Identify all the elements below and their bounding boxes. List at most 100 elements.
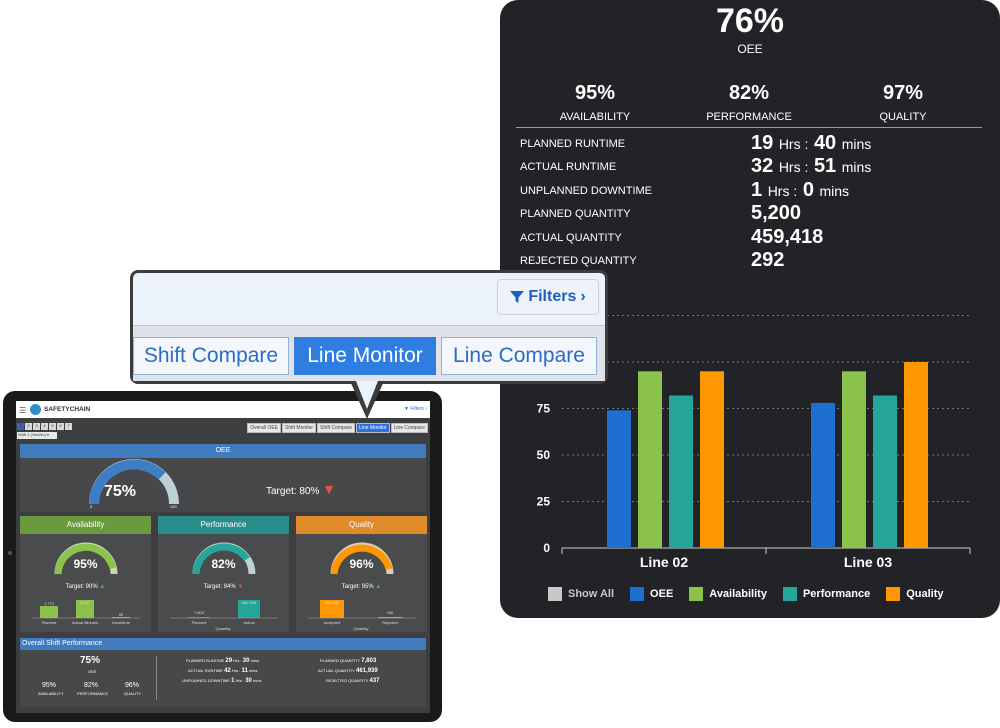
bar-performance-line-02[interactable] <box>669 395 693 548</box>
performance-bars <box>170 600 278 619</box>
shift-oee-value: 75% <box>80 655 101 666</box>
tab-line-monitor-large[interactable]: Line Monitor <box>294 337 436 375</box>
bar-oee-line-02[interactable] <box>607 410 631 548</box>
legend-item-performance[interactable]: Performance <box>782 586 870 602</box>
tab-shift-compare[interactable]: Shift Compare <box>317 423 356 433</box>
tab-line-monitor[interactable]: Line Monitor <box>356 423 390 433</box>
legend-item-availability[interactable]: Availability <box>689 586 767 602</box>
oee-gauge <box>89 459 179 505</box>
x-category-label: Line 02 <box>640 554 688 570</box>
bar-label: Rejected <box>382 620 398 625</box>
oee-gauge-value: 75% <box>104 483 137 500</box>
legend-item-show-all[interactable]: Show All <box>548 586 614 602</box>
menu-icon[interactable]: ☰ <box>19 406 27 415</box>
oee-value: 76% <box>715 2 785 40</box>
gauge-min: 0 <box>90 504 93 509</box>
up-arrow-icon: ▲ <box>99 584 106 590</box>
line-comparison-chart: 0 25 50 75 Line 02 Line 03 <box>537 315 971 570</box>
oee-target: Target: 80% ▼ <box>266 481 337 497</box>
shift-kpi-label: QUALITY <box>124 691 142 696</box>
pill[interactable]: 5 <box>49 423 56 430</box>
bar-value: 436 <box>386 610 394 615</box>
performance-gauge <box>192 542 256 575</box>
metric-value: 19 Hrs : 40 mins <box>751 132 872 154</box>
quality-card: Quality 96% Target: 95% ▲ 161,939 436 Ac… <box>296 516 427 632</box>
metric-value: 459,418 <box>751 226 824 248</box>
card-value: 95% <box>73 557 98 571</box>
shift-dropdown[interactable]: Shift 1 (Yes/No) ▾ <box>17 432 57 439</box>
metric-label: PLANNED RUNTIME <box>520 138 626 150</box>
pill[interactable]: 7 <box>65 423 72 430</box>
availability-gauge <box>54 542 118 575</box>
performance-label: PERFORMANCE <box>706 111 792 123</box>
bar-availability-line-03[interactable] <box>842 371 866 548</box>
metric-label: REJECTED QUANTITY <box>520 255 637 267</box>
bar-availability-line-02[interactable] <box>638 371 662 548</box>
legend-item-quality[interactable]: Quality <box>886 586 944 602</box>
bar-quality-line-03[interactable] <box>904 362 928 548</box>
x-category-label: Line 03 <box>844 554 892 570</box>
card-value: 96% <box>349 557 374 571</box>
quality-value: 97% <box>882 82 924 104</box>
shift-kpi-value: 82% <box>84 682 99 689</box>
shift-section: 75% OEE 95% AVAILABILITY 82% PERFORMANCE… <box>20 650 426 707</box>
metric-value: 5,200 <box>751 202 802 224</box>
y-tick-label: 25 <box>537 495 551 509</box>
bar-value: 7,803 <box>193 610 204 615</box>
shift-metric: ACTUAL RUNTIME 42 Hrs : 11 mins <box>188 668 258 674</box>
metric-value: 292 <box>751 249 785 271</box>
legend-swatch <box>689 587 704 601</box>
down-arrow-icon: ▼ <box>322 481 337 497</box>
gauge-max: 100 <box>170 504 177 509</box>
oee-label: OEE <box>737 42 763 56</box>
quality-label: QUALITY <box>879 111 927 123</box>
metric-value: 1 Hrs : 0 mins <box>751 179 850 201</box>
metric-label: ACTUAL QUANTITY <box>520 232 622 244</box>
pill[interactable]: 2 <box>25 423 32 430</box>
availability-value: 95% <box>574 82 616 104</box>
card-value: 82% <box>211 557 236 571</box>
card-title: Quality <box>296 516 427 534</box>
performance-card: Performance 82% Target: 94% ▼ 7,803 461,… <box>158 516 289 632</box>
chart-legend: Show All OEE Availability Performance Qu… <box>548 586 960 602</box>
y-tick-label: 75 <box>537 402 551 416</box>
bar-oee-line-03[interactable] <box>811 402 835 548</box>
bar-performance-line-03[interactable] <box>873 395 897 548</box>
bar-quality-line-02[interactable] <box>700 371 724 548</box>
tab-shift-compare-large[interactable]: Shift Compare <box>133 337 289 375</box>
card-target: Target: 94% ▼ <box>203 584 244 590</box>
legend-swatch <box>548 587 562 601</box>
pill[interactable]: 6 <box>57 423 64 430</box>
filters-button-small[interactable]: ▼ Filters › <box>403 406 427 412</box>
shift-kpi-label: PERFORMANCE <box>77 691 109 696</box>
filters-button[interactable]: Filters › <box>497 279 599 315</box>
bar-label: Planned <box>191 620 207 625</box>
tab-shift-monitor[interactable]: Shift Monitor <box>282 423 317 433</box>
axis-label: Quantity <box>215 626 231 631</box>
legend-swatch <box>782 587 797 601</box>
shift-metric: UNPLANNED DOWNTIME 1 Hrs : 30 mins <box>182 678 262 684</box>
availability-bars <box>32 600 140 619</box>
shift-metric: PLANNED QUANTITY 7,803 <box>320 658 377 664</box>
brand-logo: SAFETYCHAIN <box>30 404 90 415</box>
pill[interactable]: 1 <box>17 423 24 430</box>
availability-label: AVAILABILITY <box>559 111 631 123</box>
card-target: Target: 95% ▲ <box>341 584 382 590</box>
up-arrow-icon: ▲ <box>375 584 382 590</box>
shift-header: Overall Shift Performance <box>20 638 426 650</box>
metric-value: 32 Hrs : 51 mins <box>751 155 872 177</box>
shift-metric: REJECTED QUANTITY 437 <box>326 678 380 684</box>
shift-kpi-value: 96% <box>125 682 140 689</box>
pill[interactable]: 3 <box>33 423 40 430</box>
tab-overall-oee[interactable]: Overall OEE <box>247 423 282 433</box>
legend-item-oee[interactable]: OEE <box>630 586 673 602</box>
bar-value: 161,939 <box>324 600 340 605</box>
tab-line-compare-large[interactable]: Line Compare <box>441 337 597 375</box>
bar-label: Accepted <box>323 620 341 625</box>
tab-line-compare[interactable]: Line Compare <box>390 423 428 433</box>
axis-label: Quantity <box>353 626 369 631</box>
bar-value: 1,770 <box>43 601 54 606</box>
tablet-device: ☰ SAFETYCHAIN ▼ Filters › 1 2 3 4 5 6 7 … <box>3 391 442 722</box>
pill[interactable]: 4 <box>41 423 48 430</box>
metric-label: PLANNED QUANTITY <box>520 208 631 220</box>
